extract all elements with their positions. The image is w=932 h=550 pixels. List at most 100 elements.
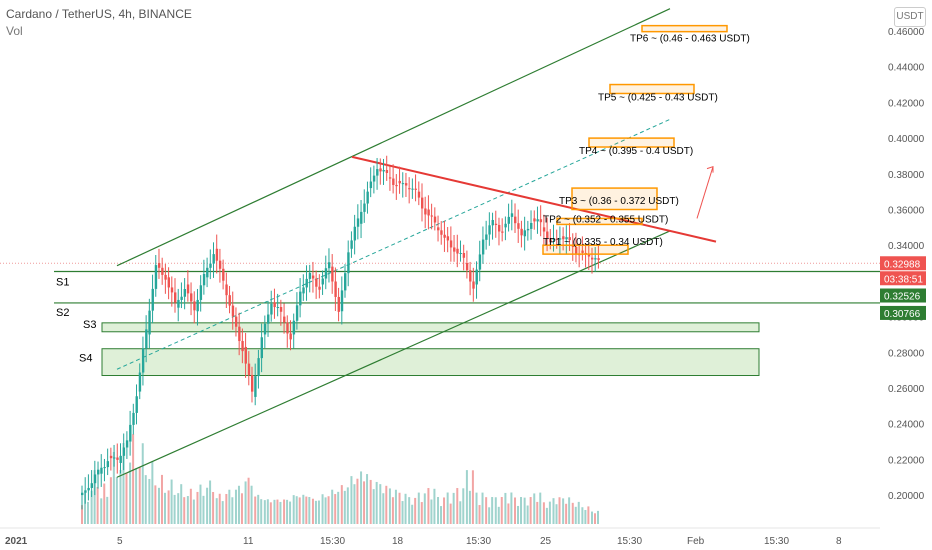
price-tick: 0.26000 [888,384,925,395]
price-tick: 0.38000 [888,170,925,181]
candle-body [337,296,340,312]
candle-body [244,346,247,364]
volume-bar [254,496,257,524]
time-tick: 8 [836,536,842,547]
candles [81,155,600,510]
volume-bar [286,499,289,524]
candle-body [318,286,321,290]
candle-body [302,287,305,294]
candle-body [350,240,353,249]
volume-bar [411,504,414,524]
volume-bar [401,501,404,524]
candle-body [180,296,183,300]
volume-bar [529,497,532,524]
candle-body [530,222,533,229]
candle-body [154,265,158,289]
candle-body [327,262,331,269]
candle-body [141,348,145,373]
target-label: TP1 ~ (0.335 - 0.34 USDT) [543,237,663,248]
resistance-line [351,155,717,243]
volume-bar [471,470,474,524]
time-axis[interactable]: 2021 5 11 15:30 18 15:30 25 15:30 Feb 15:30 8 [0,527,880,547]
volume-bar [574,506,577,524]
volume-bar [488,507,491,524]
target-zone [556,217,643,226]
candle-body [372,175,376,182]
target-label: TP2 ~ (0.352 - 0.355 USDT) [543,214,668,225]
candle-body [113,457,116,459]
volume-bar [360,471,363,524]
volume-bar [394,489,397,524]
target-label: TP4 ~ (0.395 - 0.4 USDT) [579,146,693,157]
candle-body [398,180,401,184]
candle-body [97,469,100,475]
volume-bar [526,505,529,524]
volume-bar [115,476,118,524]
candle-body [202,273,206,286]
candle-body [270,303,273,315]
candle-body [247,363,251,375]
target-label: TP3 ~ (0.36 - 0.372 USDT) [559,196,679,207]
volume-bar [363,481,366,524]
candle-body [225,284,228,296]
volume-bar [343,490,346,524]
candle-body [369,181,373,189]
volume-bar [388,488,391,524]
price-tick: 0.40000 [888,134,925,145]
candle-body [517,223,520,229]
volume-bar [305,496,308,524]
price-axis[interactable]: 0.46000 0.44000 0.42000 0.40000 0.38000 0.360… [880,27,926,502]
candle-body [395,184,398,187]
volume-bar [231,497,234,524]
candle-body [411,188,414,190]
candle-body [199,285,203,300]
volume-bar [283,499,286,524]
candle-body [449,240,453,248]
candle-body [167,277,171,288]
price-tick: 0.46000 [888,27,925,38]
candle-body [401,183,405,185]
volume-bar [135,468,138,524]
candle-body [424,208,427,215]
volume-bar [234,489,237,524]
candle-body [510,213,514,217]
volume-bar [372,489,375,524]
volume-bar [459,501,462,524]
volume-bars [81,434,599,524]
candle-body [366,191,369,204]
candle-body [382,170,385,172]
volume-bar [423,493,426,524]
volume-bar [90,490,93,524]
candle-body [116,457,119,460]
volume-bar [186,496,189,524]
candle-body [331,266,334,282]
currency-button[interactable]: USDT [894,7,926,27]
candle-body [462,253,466,258]
volume-bar [87,501,89,524]
candle-body [526,228,530,231]
target-zone [542,244,629,255]
volume-bar [337,491,340,524]
candle-body [206,267,209,278]
candle-body [250,374,254,392]
candle-body [148,310,151,335]
candle-body [581,250,584,253]
volume-bar [163,492,166,524]
candle-body [404,183,408,186]
candle-body [356,218,360,227]
price-tick: 0.42000 [888,98,925,109]
candle-body [292,320,296,335]
volume-bar [391,497,394,524]
time-tick: 11 [243,536,254,547]
support-label: S4 [79,353,92,365]
volume-bar [138,467,141,524]
candle-body [539,219,543,223]
volume-bar [353,484,356,524]
candle-body [501,231,504,233]
candle-body [363,203,366,212]
volume-bar [408,497,411,524]
volume-bar [340,485,343,524]
candle-body [446,236,450,241]
candle-body [170,287,174,293]
